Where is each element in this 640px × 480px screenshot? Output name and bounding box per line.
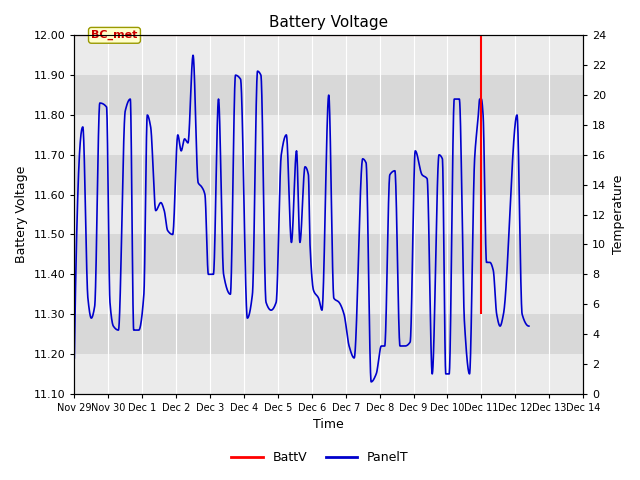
Text: BC_met: BC_met [92,30,138,40]
Bar [74,275,583,314]
Y-axis label: Temperature: Temperature [612,175,625,254]
Title: Battery Voltage: Battery Voltage [269,15,388,30]
Bar [74,314,583,354]
Bar [74,354,583,394]
Bar [74,235,583,275]
Bar [74,75,583,115]
Legend: BattV, PanelT: BattV, PanelT [227,446,413,469]
Y-axis label: Battery Voltage: Battery Voltage [15,166,28,263]
Bar [74,155,583,195]
Bar [74,115,583,155]
Bar [74,36,583,75]
Bar [74,195,583,235]
X-axis label: Time: Time [314,419,344,432]
